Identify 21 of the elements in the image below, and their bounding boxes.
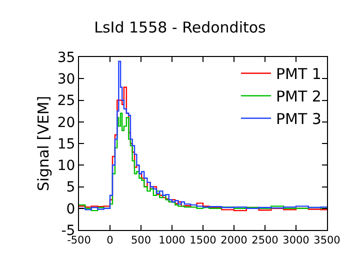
legend-label: PMT 2 [276,88,322,106]
x-tick-label: 3000 [282,234,310,247]
chart-title: LsId 1558 - Redonditos [94,18,266,36]
y-tick-label: 0 [66,201,76,218]
y-tick-label: 25 [57,93,76,110]
x-tick-label: 1500 [190,234,216,247]
y-tick-label: 5 [66,180,76,196]
y-tick-label: 35 [57,50,76,66]
legend-label: PMT 3 [276,110,322,128]
x-tick-label: 1000 [158,234,186,247]
y-axis-title: Signal [VEM] [34,96,53,192]
legend-label: PMT 1 [276,65,322,84]
x-tick-label: 0 [106,234,114,247]
x-tick-label: 500 [130,234,152,247]
y-tick-label: 30 [57,72,76,88]
y-tick-label: 20 [57,114,76,131]
y-tick-label: 15 [57,136,76,152]
y-tick-label: 10 [57,158,76,174]
x-tick-label: 2000 [220,234,248,247]
x-tick-label: 3500 [314,234,340,247]
x-tick-label: 2500 [252,234,278,247]
